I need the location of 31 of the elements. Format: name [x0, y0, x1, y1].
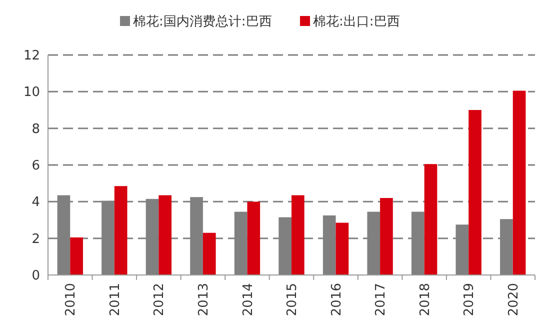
x-tick-label: 2020 — [506, 283, 522, 316]
bar — [247, 202, 260, 275]
bar — [512, 90, 526, 275]
x-tick-label: 2014 — [240, 283, 256, 316]
y-tick-label: 12 — [23, 48, 40, 64]
x-tick-label: 2012 — [152, 283, 168, 316]
bar — [424, 164, 438, 275]
bar — [468, 110, 482, 275]
bar — [158, 195, 172, 275]
y-tick-label: 0 — [32, 268, 40, 284]
x-tick-label: 2016 — [329, 283, 344, 316]
x-tick-label: 2019 — [462, 283, 478, 316]
bar — [380, 198, 393, 275]
bar — [292, 195, 304, 275]
y-tick-label: 8 — [32, 122, 40, 137]
legend-label: 棉花:国内消费总计:巴西 — [133, 14, 272, 30]
bar — [70, 237, 83, 275]
x-tick-label: 2010 — [64, 283, 79, 316]
x-tick-label: 2015 — [285, 283, 300, 316]
x-tick-label: 2018 — [418, 283, 433, 316]
bar — [114, 186, 128, 275]
bar — [336, 222, 349, 275]
x-tick-label: 2013 — [196, 283, 212, 316]
y-tick-label: 4 — [32, 195, 40, 210]
y-tick-label: 2 — [32, 232, 40, 247]
x-tick-label: 2017 — [374, 283, 389, 316]
y-tick-label: 6 — [32, 158, 40, 174]
legend-label: 棉花:出口:巴西 — [313, 14, 400, 30]
x-tick-label: 2011 — [108, 283, 123, 316]
bar — [202, 232, 216, 275]
y-tick-label: 10 — [23, 85, 40, 100]
